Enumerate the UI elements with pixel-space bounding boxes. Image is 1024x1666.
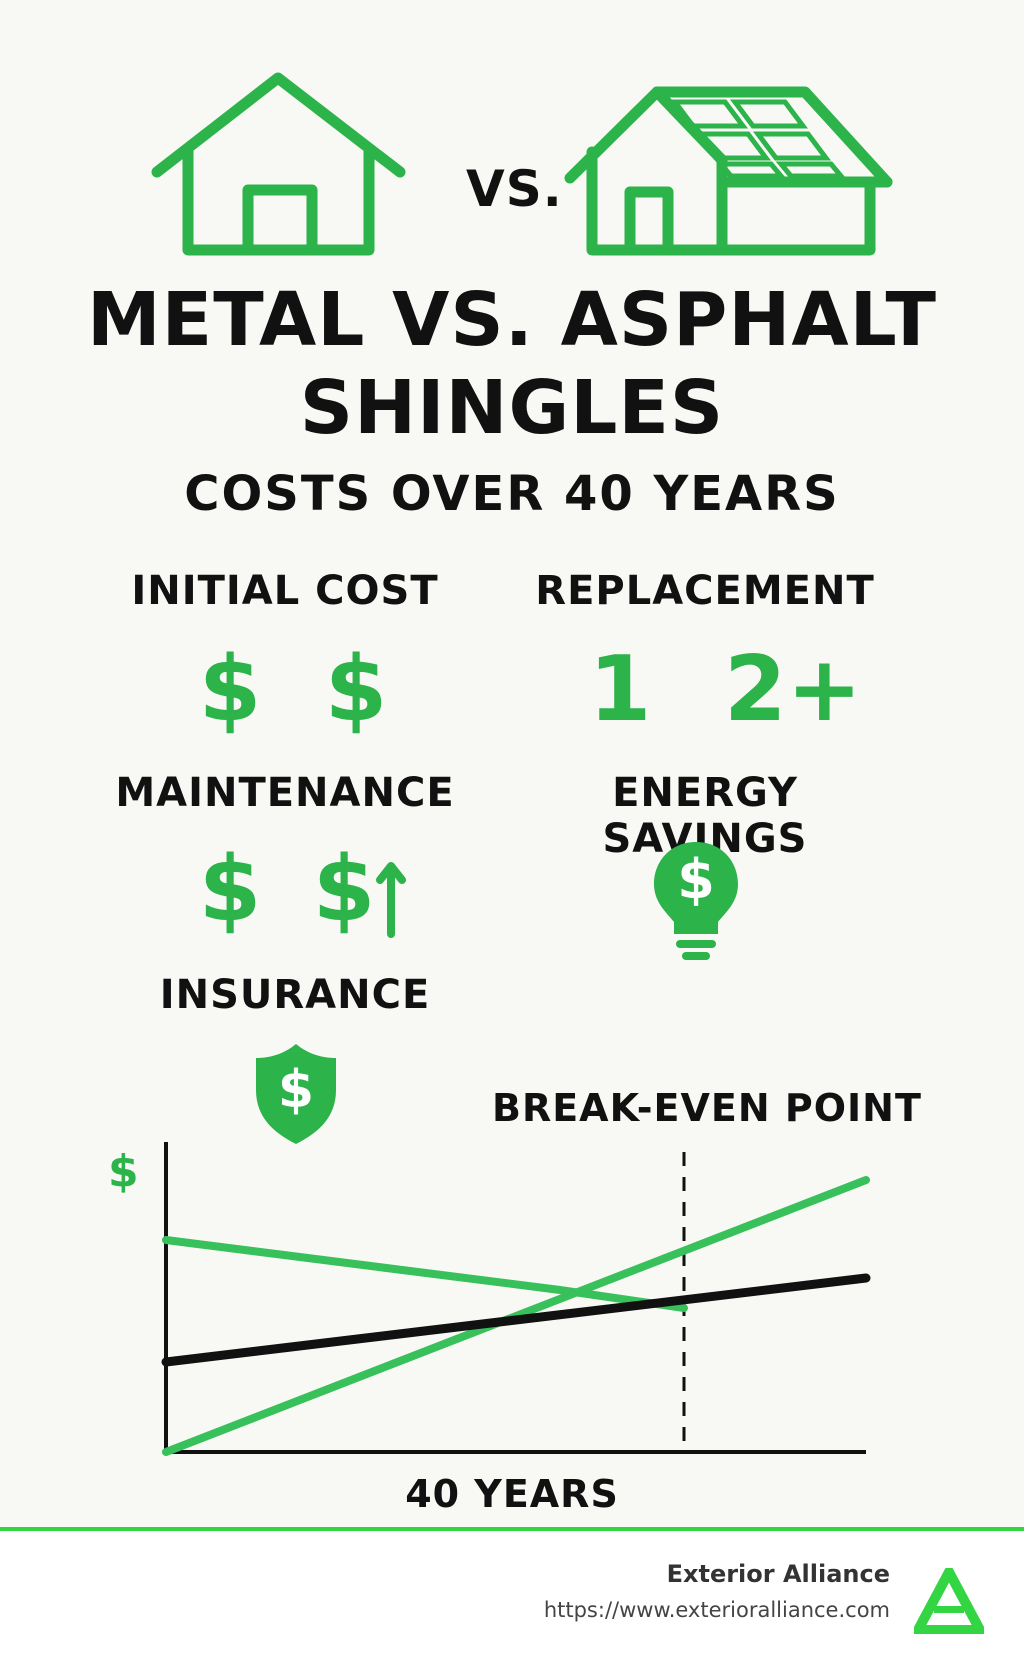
lightbulb-dollar-icon	[654, 842, 738, 960]
metal-cost-line	[162, 1236, 688, 1312]
plain-house-icon	[151, 72, 406, 256]
footer	[0, 1531, 1024, 1666]
replacement-label: REPLACEMENT	[535, 568, 875, 614]
footer-divider	[0, 1527, 1024, 1531]
baseline-cost-line	[161, 1273, 871, 1367]
energy-savings-dollar: $	[677, 848, 715, 911]
page-title-line2: SHINGLES	[299, 365, 725, 451]
replacement-asphalt-count: 2+	[724, 637, 863, 742]
maintenance-metal-dollar: $	[198, 837, 262, 942]
solar-panel-icon	[670, 99, 847, 179]
initial-cost-metal-dollar: $	[198, 637, 262, 742]
solar-house-icon	[564, 86, 893, 256]
maintenance-asphalt-dollar: $	[312, 837, 376, 942]
page-subtitle: COSTS OVER 40 YEARS	[184, 466, 840, 522]
maintenance-label: MAINTENANCE	[115, 770, 455, 816]
initial-cost-asphalt-dollar: $	[324, 637, 388, 742]
page-title-line1: METAL VS. ASPHALT	[87, 277, 937, 363]
x-axis-label: 40 YEARS	[405, 1472, 619, 1516]
insurance-dollar: $	[277, 1060, 315, 1120]
shield-dollar-icon	[256, 1044, 336, 1144]
replacement-metal-count: 1	[588, 637, 652, 742]
break-even-chart	[161, 1142, 871, 1456]
arrow-up-icon	[376, 862, 406, 938]
brand-url[interactable]: https://www.exterioralliance.com	[543, 1598, 890, 1622]
hero-houses	[151, 72, 893, 256]
exterior-alliance-logo	[914, 1568, 984, 1634]
insurance-label: INSURANCE	[159, 972, 431, 1018]
vs-label: VS.	[466, 160, 563, 218]
chart-title: BREAK-EVEN POINT	[492, 1086, 922, 1130]
initial-cost-label: INITIAL COST	[131, 568, 439, 614]
y-axis-dollar: $	[108, 1146, 139, 1197]
brand-name: Exterior Alliance	[666, 1560, 890, 1588]
